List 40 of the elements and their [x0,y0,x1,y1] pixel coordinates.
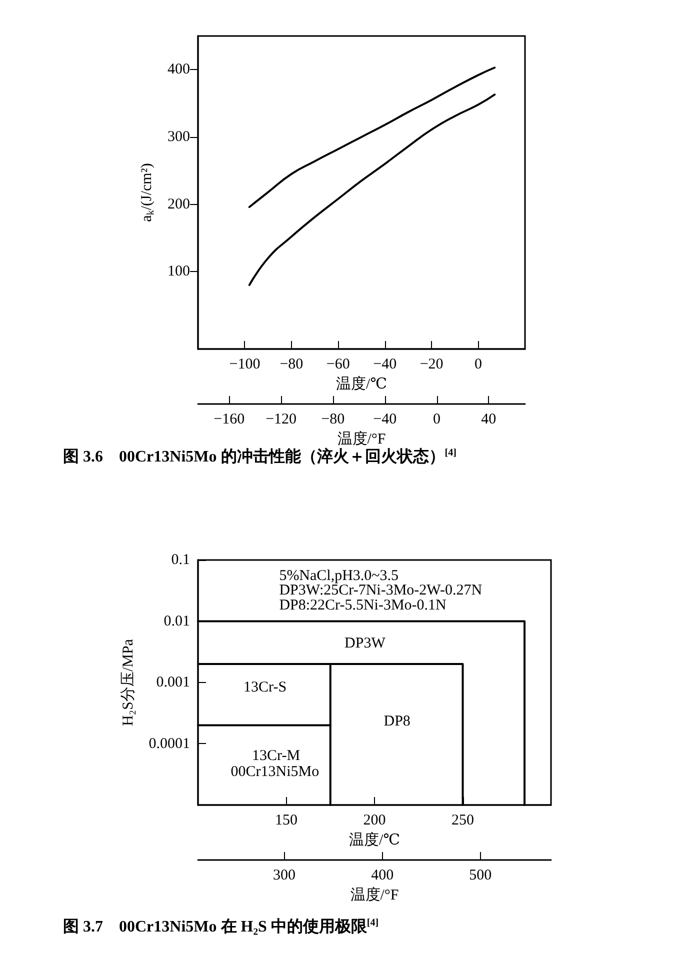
x-tick-label: −40 [373,356,397,372]
annotation: DP3W [344,635,386,652]
y-tick-label: 300 [168,128,190,145]
x-tick-label: 0 [474,356,482,372]
x2-tick-label: 300 [273,868,296,884]
y-tick-label: 100 [168,264,190,280]
annotation: 5%NaCl,pH3.0~3.5 [279,568,399,584]
x2-tick-label: −120 [266,412,297,428]
x2-axis-title: 温度/°F [350,886,399,904]
x2-axis-title: 温度/°F [337,430,386,448]
annotation: DP8:22Cr-5.5Ni-3Mo-0.1N [279,597,447,614]
y-tick-label: 0.0001 [148,736,190,752]
annotation: DP8 [384,714,410,730]
x-axis-title: 温度/℃ [349,832,400,848]
x-tick-label: −80 [280,356,304,372]
x2-tick-label: 500 [469,868,492,884]
x-tick-label: 200 [363,812,386,828]
x-tick-label: 150 [275,812,298,828]
y-tick-label: 0.01 [164,613,190,630]
y-tick-label: 200 [168,196,190,212]
x2-tick-label: −40 [373,412,397,428]
annotation: DP3W:25Cr-7Ni-3Mo-2W-0.27N [279,582,482,599]
x2-tick-label: −160 [214,412,245,428]
x-tick-label: −100 [229,356,260,372]
y-tick-label: 0.1 [171,552,190,568]
y-axis-title: ak/(J/cm²) [139,163,156,222]
annotation: 13Cr-S [244,679,287,696]
annotation: 13Cr-M [252,748,300,764]
x-tick-label: −60 [326,356,350,372]
x-axis-title: 温度/℃ [336,376,387,392]
x-tick-label: −20 [420,356,444,372]
y-tick-label: 0.001 [156,674,190,690]
x2-tick-label: 40 [481,412,496,428]
x-tick-label: 250 [452,812,474,828]
x2-tick-label: 400 [371,868,394,884]
y-axis-title: H₂S分压/MPa [120,638,136,726]
y-tick-label: 400 [168,62,190,78]
x2-tick-label: 0 [433,412,441,428]
annotation: 00Cr13Ni5Mo [230,764,320,780]
x2-tick-label: −80 [321,412,345,428]
